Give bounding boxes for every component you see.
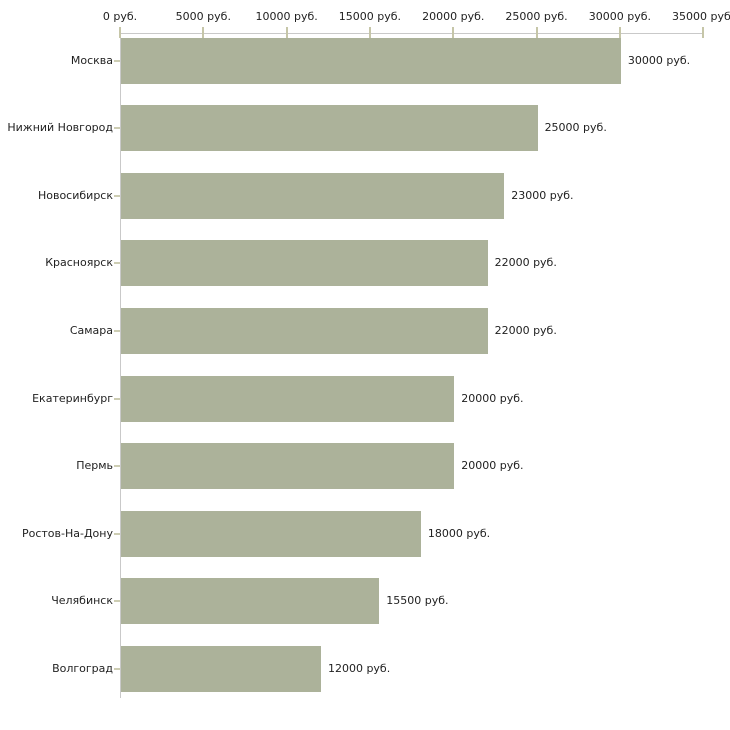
value-label: 25000 руб. bbox=[544, 121, 607, 135]
x-tick-label: 0 руб. bbox=[102, 10, 138, 23]
value-label: 18000 руб. bbox=[427, 526, 491, 540]
category-label: Самара bbox=[69, 323, 113, 337]
x-tick-label: 20000 руб. bbox=[422, 10, 485, 23]
category-label: Пермь bbox=[76, 459, 113, 473]
x-tick-label: 25000 руб. bbox=[505, 10, 568, 23]
category-tick-mark bbox=[114, 397, 120, 400]
category-tick-mark bbox=[114, 127, 120, 130]
x-tick-label: 10000 руб. bbox=[255, 10, 318, 23]
value-label: 12000 руб. bbox=[327, 661, 391, 675]
x-tick-mark bbox=[535, 27, 538, 38]
x-tick-label: 30000 руб. bbox=[588, 10, 651, 23]
bar bbox=[121, 443, 455, 490]
bar bbox=[121, 375, 455, 422]
value-label: 20000 руб. bbox=[461, 459, 524, 473]
category-label: Екатеринбург bbox=[32, 391, 113, 405]
category-label: Новосибирск bbox=[37, 188, 113, 202]
x-tick-mark bbox=[702, 27, 705, 38]
x-tick-label: 5000 руб. bbox=[175, 10, 231, 23]
bar bbox=[121, 37, 621, 84]
value-label: 15500 руб. bbox=[386, 594, 449, 608]
x-tick-mark bbox=[119, 27, 121, 38]
category-tick-mark bbox=[114, 194, 120, 197]
category-label: Красноярск bbox=[45, 256, 113, 270]
x-tick-label: 35000 руб. bbox=[672, 10, 730, 23]
category-label: Челябинск bbox=[51, 594, 113, 608]
bar bbox=[121, 578, 380, 625]
value-label: 30000 руб. bbox=[627, 53, 691, 67]
x-tick-mark bbox=[285, 27, 288, 38]
bar bbox=[121, 645, 321, 692]
bar bbox=[121, 172, 505, 219]
x-tick-mark bbox=[618, 27, 621, 38]
bar bbox=[121, 240, 488, 287]
x-tick-label: 15000 руб. bbox=[338, 10, 402, 23]
category-tick-mark bbox=[114, 329, 120, 332]
bar bbox=[121, 307, 488, 354]
category-tick-mark bbox=[114, 532, 120, 535]
x-tick-mark bbox=[202, 27, 205, 38]
category-label: Москва bbox=[70, 53, 113, 67]
category-tick-mark bbox=[114, 667, 120, 670]
category-label: Ростов-На-Дону bbox=[21, 526, 113, 540]
value-label: 23000 руб. bbox=[511, 188, 574, 202]
category-tick-mark bbox=[114, 262, 120, 265]
value-label: 22000 руб. bbox=[494, 323, 557, 337]
x-axis-line bbox=[120, 33, 704, 34]
category-tick-mark bbox=[114, 600, 120, 603]
y-axis-line bbox=[120, 33, 121, 698]
category-label: Волгоград bbox=[52, 661, 113, 675]
x-tick-mark bbox=[452, 27, 455, 38]
category-tick-mark bbox=[114, 59, 120, 62]
category-label: Нижний Новгород bbox=[7, 121, 113, 135]
bar bbox=[121, 510, 421, 557]
category-tick-mark bbox=[114, 465, 120, 468]
value-label: 20000 руб. bbox=[461, 391, 524, 405]
value-label: 22000 руб. bbox=[494, 256, 557, 270]
x-tick-mark bbox=[368, 27, 371, 38]
bar bbox=[121, 105, 538, 152]
